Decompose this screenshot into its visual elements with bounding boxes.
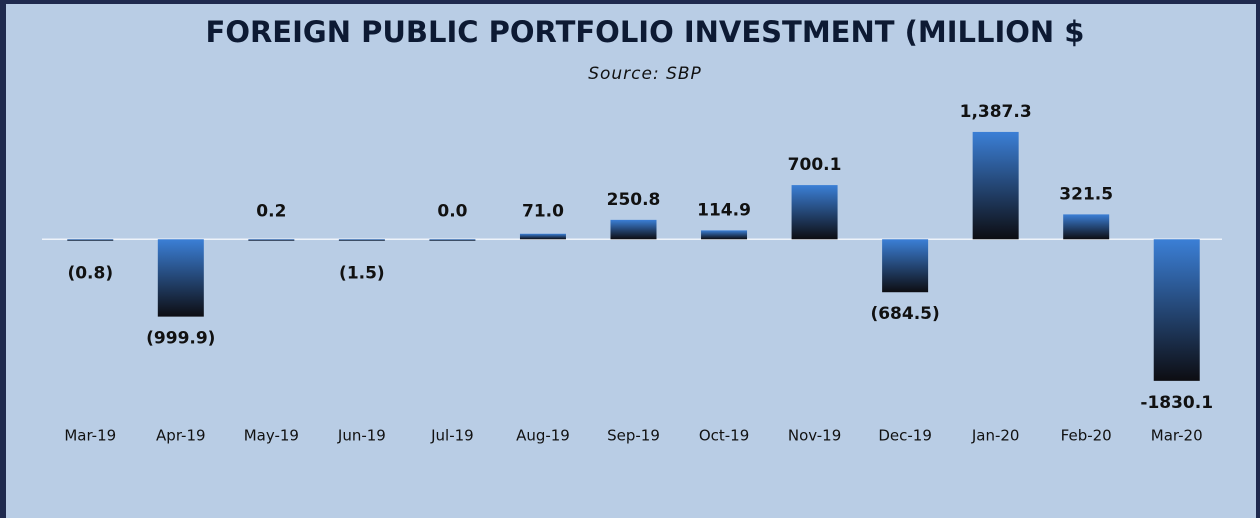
data-label: (999.9) <box>146 329 215 349</box>
x-tick-label: Oct-19 <box>699 427 749 445</box>
data-label: 0.2 <box>256 201 286 221</box>
data-label: -1830.1 <box>1140 393 1213 413</box>
data-label: 321.5 <box>1059 184 1113 204</box>
x-tick-label: Jul-19 <box>430 427 474 445</box>
data-label: (684.5) <box>870 304 939 324</box>
data-label: 700.1 <box>788 155 842 175</box>
x-tick-label: Sep-19 <box>607 427 660 445</box>
x-tick-label: Aug-19 <box>516 427 570 445</box>
x-tick-label: Jan-20 <box>971 427 1020 445</box>
bar <box>248 239 295 241</box>
bar <box>157 239 204 317</box>
data-label: (1.5) <box>339 263 385 283</box>
x-tick-label: May-19 <box>244 427 299 445</box>
bar <box>701 230 748 240</box>
x-tick-label: Jun-19 <box>337 427 386 445</box>
bar <box>1153 239 1200 381</box>
bar <box>429 239 476 241</box>
data-label: 114.9 <box>697 200 751 220</box>
bar <box>67 239 114 241</box>
x-tick-label: Apr-19 <box>156 427 206 445</box>
bar <box>610 219 657 240</box>
bar <box>338 239 385 241</box>
bar <box>519 233 566 240</box>
x-tick-label: Dec-19 <box>878 427 932 445</box>
data-label: 1,387.3 <box>960 102 1032 122</box>
data-label: (0.8) <box>67 263 113 283</box>
x-tick-label: Feb-20 <box>1061 427 1112 445</box>
chart-title: FOREIGN PUBLIC PORTFOLIO INVESTMENT (MIL… <box>206 15 1085 49</box>
x-tick-label: Mar-20 <box>1151 427 1203 445</box>
data-label: 71.0 <box>522 201 564 221</box>
data-label: 0.0 <box>437 201 467 221</box>
x-tick-label: Nov-19 <box>788 427 841 445</box>
bar <box>1063 214 1110 240</box>
data-label: 250.8 <box>607 190 661 210</box>
bar <box>791 185 838 240</box>
plot-background <box>6 4 1256 518</box>
x-tick-label: Mar-19 <box>64 427 116 445</box>
chart-subtitle: Source: SBP <box>588 64 702 84</box>
bar <box>882 239 929 293</box>
bar <box>972 131 1019 240</box>
